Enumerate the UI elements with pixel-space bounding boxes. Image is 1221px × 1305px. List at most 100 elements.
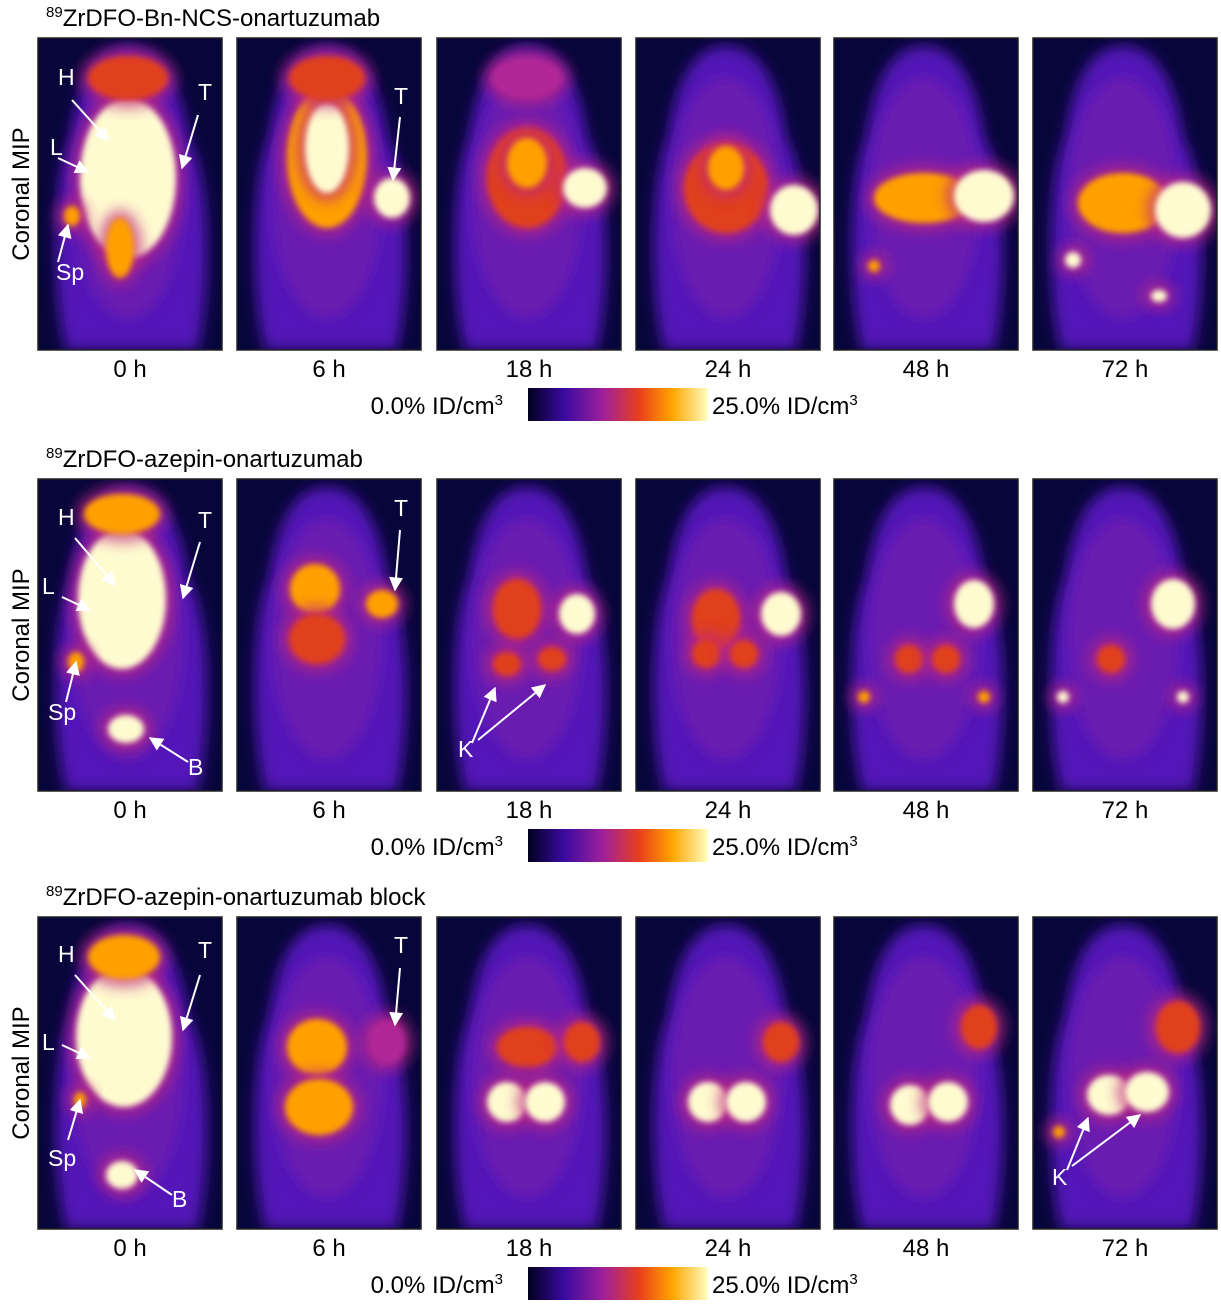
uptake bbox=[492, 58, 562, 98]
uptake bbox=[64, 206, 80, 226]
time-label: 6 h bbox=[312, 356, 345, 383]
uptake bbox=[954, 170, 1014, 222]
time-label: 48 h bbox=[903, 1235, 950, 1262]
image-content bbox=[834, 479, 1018, 791]
time-label: 18 h bbox=[506, 356, 553, 383]
mouse-core bbox=[869, 519, 979, 759]
organ-label: L bbox=[50, 134, 63, 160]
organ-label: T bbox=[198, 937, 212, 963]
image-content bbox=[38, 917, 222, 1229]
pet-image: H L T Sp bbox=[37, 37, 223, 351]
y-axis-label: Coronal MIP bbox=[8, 127, 35, 260]
superscript: 89 bbox=[46, 445, 63, 462]
image-content bbox=[437, 917, 621, 1229]
uptake bbox=[1155, 182, 1211, 238]
uptake bbox=[868, 260, 880, 272]
uptake bbox=[366, 590, 398, 618]
uptake bbox=[84, 494, 160, 534]
uptake bbox=[88, 56, 168, 100]
colorbar bbox=[528, 829, 708, 862]
image-border bbox=[236, 916, 422, 1230]
image-border bbox=[1032, 916, 1218, 1230]
text: 25.0% ID/cm bbox=[712, 834, 849, 861]
mouse-core bbox=[671, 957, 781, 1197]
arrow bbox=[61, 1044, 92, 1060]
uptake bbox=[708, 146, 744, 190]
colorbar-max-label: 25.0% ID/cm3 bbox=[712, 1271, 858, 1299]
image-content bbox=[38, 479, 222, 791]
uptake bbox=[1097, 645, 1125, 673]
pet-image: H L T Sp B bbox=[37, 916, 223, 1230]
image-border bbox=[37, 916, 223, 1230]
image-content bbox=[1033, 38, 1217, 350]
uptake bbox=[890, 1085, 930, 1125]
time-label: 18 h bbox=[506, 1235, 553, 1262]
uptake bbox=[1151, 290, 1167, 302]
superscript: 3 bbox=[849, 392, 857, 409]
time-label: 24 h bbox=[705, 797, 752, 824]
time-label: 18 h bbox=[506, 797, 553, 824]
uptake bbox=[487, 1082, 527, 1122]
superscript: 3 bbox=[495, 392, 503, 409]
time-label: 0 h bbox=[113, 797, 146, 824]
pet-image bbox=[1032, 37, 1218, 351]
arrow bbox=[389, 967, 404, 1027]
pet-image bbox=[833, 478, 1019, 792]
superscript: 3 bbox=[495, 833, 503, 850]
text: ZrDFO-azepin-onartuzumab bbox=[63, 446, 363, 473]
time-label: 72 h bbox=[1102, 356, 1149, 383]
image-border bbox=[37, 478, 223, 792]
organ-label: T bbox=[394, 495, 408, 521]
pet-image bbox=[635, 37, 821, 351]
uptake bbox=[106, 1161, 138, 1189]
uptake bbox=[88, 935, 160, 979]
pet-image bbox=[635, 478, 821, 792]
panel-title: 89ZrDFO-azepin-onartuzumab block bbox=[46, 883, 426, 911]
colorbar-min-label: 0.0% ID/cm3 bbox=[371, 392, 503, 420]
organ-label: Sp bbox=[48, 699, 76, 725]
organ-label: L bbox=[42, 573, 55, 599]
arrow bbox=[178, 114, 199, 170]
image-border bbox=[635, 478, 821, 792]
organ-label: K bbox=[458, 736, 474, 762]
uptake bbox=[106, 218, 134, 278]
arrow bbox=[57, 223, 72, 263]
uptake bbox=[961, 1005, 997, 1049]
image-border bbox=[436, 37, 622, 351]
pet-image: K bbox=[436, 478, 622, 792]
mouse-core bbox=[869, 957, 979, 1197]
organ-label: B bbox=[172, 1186, 187, 1212]
superscript: 3 bbox=[849, 833, 857, 850]
image-border bbox=[833, 916, 1019, 1230]
y-axis-label: Coronal MIP bbox=[8, 568, 35, 701]
uptake bbox=[564, 1022, 600, 1062]
arrow bbox=[71, 99, 109, 142]
superscript: 89 bbox=[46, 4, 63, 21]
panel-title: 89ZrDFO-Bn-NCS-onartuzumab bbox=[46, 4, 380, 32]
uptake bbox=[763, 1022, 799, 1062]
uptake bbox=[730, 640, 758, 668]
image-border bbox=[635, 916, 821, 1230]
text: 0.0% ID/cm bbox=[371, 393, 495, 420]
uptake bbox=[493, 579, 541, 639]
image-border bbox=[1032, 37, 1218, 351]
arrow bbox=[74, 537, 116, 587]
arrow bbox=[57, 157, 90, 174]
organ-label: H bbox=[58, 941, 75, 967]
uptake bbox=[1057, 691, 1069, 703]
colorbar-max-label: 25.0% ID/cm3 bbox=[712, 833, 858, 861]
arrow bbox=[1066, 1116, 1090, 1171]
y-axis-label: Coronal MIP bbox=[8, 1006, 35, 1139]
time-label: 6 h bbox=[312, 797, 345, 824]
organ-label: K bbox=[1052, 1164, 1068, 1190]
pet-image: K bbox=[1032, 916, 1218, 1230]
pet-image: T bbox=[236, 916, 422, 1230]
image-content bbox=[636, 917, 820, 1229]
uptake bbox=[108, 715, 144, 743]
uptake bbox=[978, 691, 990, 703]
arrow bbox=[65, 660, 80, 703]
uptake bbox=[1065, 252, 1081, 268]
image-border bbox=[436, 478, 622, 792]
image-border bbox=[1032, 478, 1218, 792]
